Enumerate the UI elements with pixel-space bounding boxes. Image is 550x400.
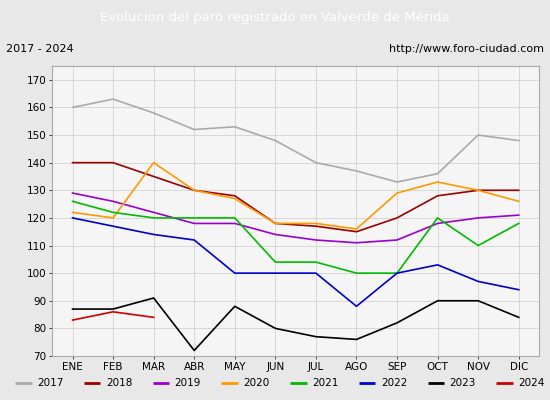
Text: 2018: 2018 xyxy=(106,378,132,388)
Text: 2020: 2020 xyxy=(243,378,270,388)
Text: 2022: 2022 xyxy=(381,378,407,388)
Text: 2017 - 2024: 2017 - 2024 xyxy=(6,44,73,54)
Text: 2024: 2024 xyxy=(518,378,544,388)
Text: http://www.foro-ciudad.com: http://www.foro-ciudad.com xyxy=(389,44,544,54)
Text: 2019: 2019 xyxy=(175,378,201,388)
Text: 2017: 2017 xyxy=(37,378,63,388)
Text: Evolucion del paro registrado en Valverde de Mérida: Evolucion del paro registrado en Valverd… xyxy=(100,12,450,24)
Text: 2021: 2021 xyxy=(312,378,338,388)
Text: 2023: 2023 xyxy=(450,378,476,388)
